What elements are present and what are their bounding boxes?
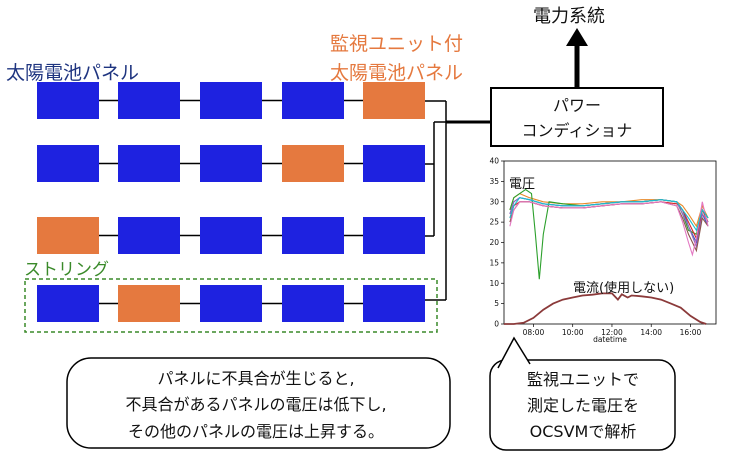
x-tick-label: 16:00: [680, 328, 702, 337]
right-callout-line3: OCSVMで解析: [530, 422, 637, 441]
y-tick-label: 20: [489, 238, 499, 247]
monitored-solar-panel: [118, 285, 180, 322]
right-callout: 監視ユニットで 測定した電圧を OCSVMで解析: [489, 336, 676, 451]
pcs-label-line2: コンディショナ: [522, 121, 633, 140]
x-tick-label: 12:00: [601, 328, 623, 337]
panel-label: 太陽電池パネル: [6, 62, 139, 84]
grid-label: 電力系統: [533, 6, 605, 27]
string-wiring: [425, 100, 491, 301]
voltage-annotation: 電圧: [509, 177, 535, 192]
solar-panel: [118, 82, 180, 119]
solar-panel: [282, 217, 344, 254]
solar-panel: [363, 217, 425, 254]
voltage-series-line: [509, 201, 709, 257]
left-callout-line2: 不具合があるパネルの電圧は低下し,: [125, 395, 386, 414]
monitored-solar-panel: [363, 82, 425, 119]
x-tick-label: 08:00: [523, 328, 545, 337]
y-tick-label: 35: [489, 177, 499, 186]
pcs-label-line1: パワー: [553, 96, 601, 115]
y-tick-label: 15: [489, 258, 499, 267]
monitor-label-line2: 太陽電池パネル: [330, 62, 463, 84]
y-tick-label: 10: [489, 279, 499, 288]
right-callout-line1: 監視ユニットで: [527, 370, 639, 389]
y-tick-label: 30: [489, 197, 499, 206]
voltage-current-chart: 0 5 10 15 20 25 30 35 40 08:00 10:00 12:00 14:00 16:0…: [489, 157, 717, 344]
power-conditioner-box: パワー コンディショナ: [490, 87, 664, 147]
right-callout-line2: 測定した電圧を: [527, 396, 639, 415]
solar-panel: [200, 82, 262, 119]
solar-panel: [37, 145, 99, 182]
left-callout: パネルに不具合が生じると, 不具合があるパネルの電圧は低下し, その他のパネルの…: [66, 357, 451, 449]
panel-strings: [37, 82, 425, 322]
current-annotation: 電流(使用しない): [573, 280, 674, 296]
left-callout-line1: パネルに不具合が生じると,: [157, 369, 354, 388]
y-tick-label: 25: [489, 218, 499, 227]
voltage-series-line: [509, 197, 709, 232]
y-tick-label: 40: [489, 157, 499, 166]
solar-panel: [37, 82, 99, 119]
chart-plot-area: [503, 160, 717, 325]
monitor-label-line1: 監視ユニット付: [330, 33, 463, 55]
x-tick-label: 14:00: [640, 328, 662, 337]
solar-panel: [118, 217, 180, 254]
solar-panel: [37, 285, 99, 322]
string-label: ストリング: [24, 260, 109, 280]
solar-panel: [363, 145, 425, 182]
monitored-solar-panel: [282, 145, 344, 182]
y-tick-label: 0: [494, 320, 499, 329]
grid-arrow: [566, 28, 588, 88]
x-axis-label: datetime: [593, 335, 627, 344]
solar-panel: [200, 285, 262, 322]
solar-panel: [363, 285, 425, 322]
solar-panel: [118, 145, 180, 182]
solar-panel: [282, 82, 344, 119]
left-callout-line3: その他のパネルの電圧は上昇する。: [128, 422, 384, 441]
chart-ticks: 0 5 10 15 20 25 30 35 40 08:00 10:00 12:00 14:00 16:0…: [489, 157, 701, 338]
solar-panel: [200, 145, 262, 182]
y-tick-label: 5: [494, 299, 499, 308]
solar-panel: [282, 285, 344, 322]
chart-lines: [504, 188, 709, 325]
string-highlight-box: [24, 278, 438, 333]
current-series-line: [504, 292, 707, 325]
solar-panel: [200, 217, 262, 254]
monitored-solar-panel: [37, 217, 99, 254]
x-tick-label: 10:00: [562, 328, 584, 337]
